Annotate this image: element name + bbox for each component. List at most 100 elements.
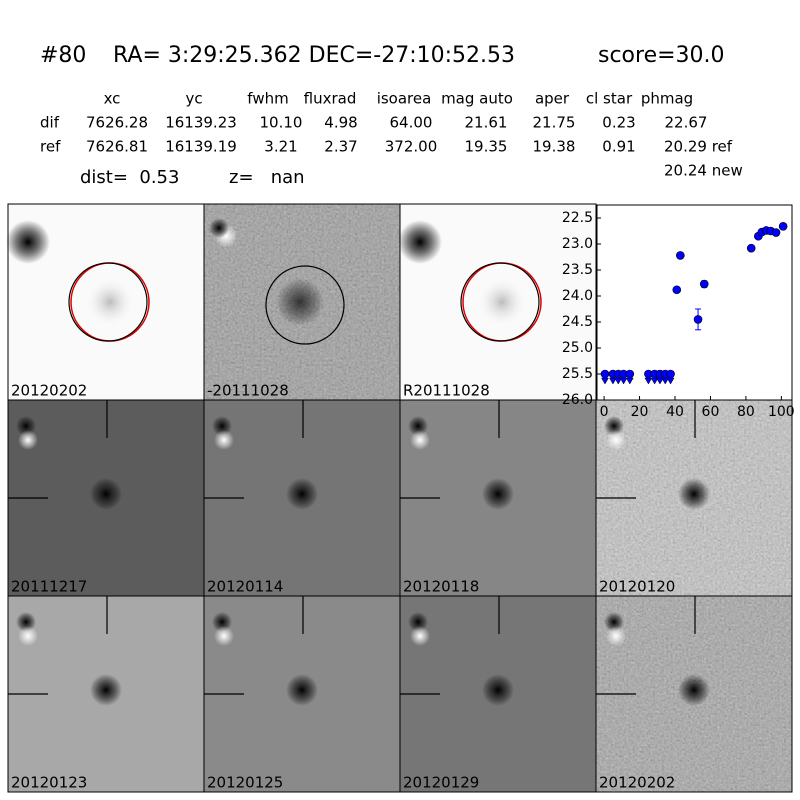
data-point [746, 243, 756, 253]
panel-label: R20111028 [403, 382, 490, 400]
table-cell: 3.21 [264, 138, 297, 156]
panel-label: 20120202 [599, 774, 675, 792]
table-cell: 64.00 [390, 114, 433, 132]
x-tick-label: 40 [666, 404, 684, 420]
column-header: fluxrad [304, 90, 357, 108]
cutout-panel: 20120129 [399, 595, 597, 793]
table-cell: 4.98 [324, 114, 357, 132]
table-cell: 16139.23 [165, 114, 237, 132]
table-cell: 7626.28 [86, 114, 148, 132]
cutout-panel: 20120118 [399, 399, 597, 597]
panel-label: 20120123 [11, 774, 87, 792]
column-header: fwhm [247, 90, 288, 108]
data-point [693, 315, 703, 324]
x-tick-label: 60 [702, 404, 720, 420]
table-cell: 20.29 ref [664, 138, 733, 156]
cutout-panel: 20120120 [595, 399, 793, 597]
panel-label: 20120114 [207, 578, 283, 596]
transient [90, 674, 122, 706]
table-cell: 16139.19 [165, 138, 237, 156]
bright-star [398, 220, 442, 264]
cutout-panel: -20111028 [203, 203, 401, 401]
table-cell: 19.35 [465, 138, 508, 156]
data-point [699, 279, 709, 289]
panel-label: 20111217 [11, 578, 87, 596]
panel-label: 20120125 [207, 774, 283, 792]
column-header: yc [185, 90, 202, 108]
aperture-ring [460, 262, 540, 342]
transient [276, 278, 324, 326]
table-note: 20.24 new [664, 162, 743, 180]
transient [482, 478, 514, 510]
row-label: ref [40, 138, 61, 156]
data-point [625, 369, 635, 379]
aperture-ring [265, 265, 345, 345]
host-galaxy [84, 276, 136, 328]
column-header: mag auto [441, 90, 513, 108]
cutout-panel: 20120202 [6, 203, 205, 401]
data-point [666, 369, 675, 379]
data-point [778, 222, 788, 231]
y-tick-label: 23.0 [562, 236, 593, 252]
transient [286, 674, 318, 706]
x-tick-label: 0 [600, 404, 609, 420]
residual [410, 626, 430, 646]
data-point [676, 251, 685, 260]
residual [606, 430, 626, 450]
residual [214, 626, 234, 646]
x-tick-label: 80 [737, 404, 755, 420]
table-cell: 21.61 [465, 114, 508, 132]
column-header: aper [535, 90, 570, 108]
x-tick-label: 100 [768, 404, 795, 420]
header: #80 RA= 3:29:25.362 DEC=-27:10:52.53 sco… [40, 43, 743, 188]
panel-label: 20120118 [403, 578, 479, 596]
transient [286, 478, 318, 510]
distance: dist= 0.53 [80, 167, 179, 188]
panel-label: -20111028 [207, 382, 289, 400]
table-cell: 10.10 [260, 114, 303, 132]
coordinates: RA= 3:29:25.362 DEC=-27:10:52.53 [113, 43, 515, 68]
light-curve: 22.5 23.0 23.5 24.0 24.5 25.0 25.5 26.0 0 20 40 60 8… [562, 204, 795, 420]
table-cell: 2.37 [324, 138, 357, 156]
column-header: xc [104, 90, 121, 108]
cutout-panel: R20111028 [398, 203, 597, 401]
transient [482, 674, 514, 706]
host-galaxy [476, 276, 528, 328]
y-tick-label: 25.5 [562, 366, 593, 382]
y-tick-label: 26.0 [562, 392, 593, 408]
panel-label: 20120202 [11, 382, 87, 400]
table-cell: 0.91 [602, 138, 635, 156]
residual [606, 626, 626, 646]
aperture-ring [68, 262, 148, 342]
cutout-panel: 20120125 [203, 595, 401, 793]
panel-label: 20120120 [599, 578, 675, 596]
transient [90, 478, 122, 510]
residual [410, 430, 430, 450]
y-tick-label: 25.0 [562, 340, 593, 356]
row-label: dif [40, 114, 60, 132]
panel-frame [595, 595, 793, 793]
data-point [672, 285, 682, 295]
residual [214, 430, 234, 450]
table-cell: 21.75 [533, 114, 576, 132]
column-header: cl star [586, 90, 633, 108]
data-point [771, 228, 781, 237]
bright-star [6, 220, 50, 264]
cutout-panel: 20120123 [7, 595, 205, 793]
column-header: phmag [641, 90, 693, 108]
table-cell: 372.00 [385, 138, 438, 156]
y-tick-label: 22.5 [562, 210, 593, 226]
residual [18, 430, 38, 450]
residual [18, 626, 38, 646]
panel-label: 20120129 [403, 774, 479, 792]
x-tick-label: 20 [631, 404, 649, 420]
transient [678, 674, 710, 706]
cutout-panel: 20120114 [203, 399, 401, 597]
cutout-panels: 20120202 -20111028 R20111028 20111217 201201… [6, 203, 793, 793]
table-cell: 22.67 [665, 114, 708, 132]
cutout-panel: 20120202 [595, 595, 793, 793]
table-cell: 0.23 [602, 114, 635, 132]
table-cell: 7626.81 [86, 138, 148, 156]
residual [209, 218, 229, 238]
